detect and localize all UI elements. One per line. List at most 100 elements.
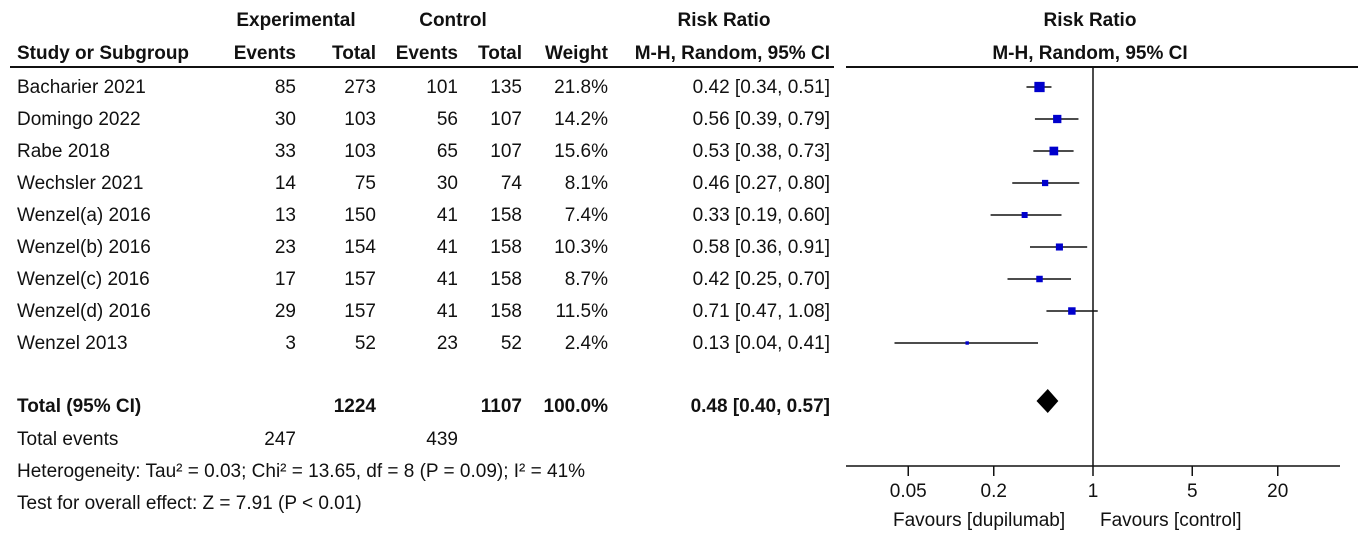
total-events-label: Total events bbox=[17, 429, 119, 450]
ctrl-total: 158 bbox=[490, 237, 522, 258]
x-tick-label: 0.2 bbox=[981, 481, 1007, 502]
study-name: Wenzel 2013 bbox=[17, 333, 128, 354]
study-weight: 8.7% bbox=[564, 269, 608, 290]
total-events-ctrl: 439 bbox=[426, 429, 458, 450]
ctrl-total: 74 bbox=[500, 173, 522, 194]
total-exp-total: 1224 bbox=[333, 396, 376, 417]
total-label: Total (95% CI) bbox=[17, 396, 142, 417]
ctrl-total: 158 bbox=[490, 301, 522, 322]
total-ci: 0.48 [0.40, 0.57] bbox=[690, 396, 830, 417]
header-underline-plot bbox=[846, 66, 1358, 68]
study-ci: 0.42 [0.34, 0.51] bbox=[692, 77, 830, 98]
favours-left-label: Favours [dupilumab] bbox=[893, 510, 1066, 531]
control-header: Control bbox=[419, 10, 487, 31]
study-column-header: Study or Subgroup bbox=[17, 43, 190, 64]
x-tick-label: 0.05 bbox=[890, 481, 927, 502]
ctrl-total: 107 bbox=[490, 141, 522, 162]
risk-ratio-plot-header: Risk Ratio bbox=[1043, 10, 1137, 31]
x-tick-label: 1 bbox=[1088, 481, 1099, 502]
x-tick-label: 5 bbox=[1187, 481, 1198, 502]
exp-total: 75 bbox=[354, 173, 376, 194]
study-ci: 0.53 [0.38, 0.73] bbox=[692, 141, 830, 162]
favours-right-label: Favours [control] bbox=[1100, 510, 1242, 531]
study-ci: 0.56 [0.39, 0.79] bbox=[692, 109, 830, 130]
ctrl-events: 30 bbox=[436, 173, 458, 194]
exp-events: 29 bbox=[274, 301, 296, 322]
study-ci: 0.71 [0.47, 1.08] bbox=[692, 301, 830, 322]
exp-events-header: Events bbox=[233, 43, 296, 64]
ctrl-total-header: Total bbox=[478, 43, 522, 64]
exp-total: 154 bbox=[344, 237, 376, 258]
total-ctrl-total: 1107 bbox=[480, 396, 522, 417]
exp-events: 85 bbox=[274, 77, 296, 98]
study-weight: 14.2% bbox=[554, 109, 608, 130]
exp-total: 52 bbox=[354, 333, 376, 354]
study-name: Wechsler 2021 bbox=[17, 173, 144, 194]
exp-total: 103 bbox=[344, 141, 376, 162]
study-weight: 15.6% bbox=[554, 141, 608, 162]
total-events-exp: 247 bbox=[264, 429, 296, 450]
exp-events: 17 bbox=[274, 269, 296, 290]
study-marker bbox=[1053, 114, 1062, 124]
heterogeneity-text: Heterogeneity: Tau² = 0.03; Chi² = 13.65… bbox=[17, 461, 586, 482]
study-marker bbox=[1068, 307, 1076, 315]
study-name: Wenzel(a) 2016 bbox=[17, 205, 151, 226]
study-weight: 10.3% bbox=[554, 237, 608, 258]
study-marker bbox=[1041, 179, 1049, 187]
study-weight: 21.8% bbox=[554, 77, 608, 98]
exp-events: 33 bbox=[274, 141, 296, 162]
ctrl-total: 107 bbox=[490, 109, 522, 130]
ctrl-total: 158 bbox=[490, 269, 522, 290]
study-marker bbox=[965, 341, 969, 345]
ctrl-total: 52 bbox=[500, 333, 522, 354]
ctrl-events: 41 bbox=[436, 301, 458, 322]
study-ci: 0.58 [0.36, 0.91] bbox=[692, 237, 830, 258]
ctrl-events: 41 bbox=[436, 269, 458, 290]
study-name: Bacharier 2021 bbox=[17, 77, 146, 98]
ctrl-events: 41 bbox=[436, 237, 458, 258]
header-underline-table bbox=[10, 66, 834, 68]
study-ci: 0.13 [0.04, 0.41] bbox=[692, 333, 830, 354]
study-ci: 0.46 [0.27, 0.80] bbox=[692, 173, 830, 194]
study-weight: 7.4% bbox=[564, 205, 608, 226]
risk-ratio-header: Risk Ratio bbox=[677, 10, 771, 31]
method-header: M-H, Random, 95% CI bbox=[634, 43, 830, 64]
method-plot-header: M-H, Random, 95% CI bbox=[992, 43, 1188, 64]
ctrl-events: 101 bbox=[426, 77, 458, 98]
pooled-diamond bbox=[1036, 389, 1059, 413]
exp-events: 23 bbox=[274, 237, 296, 258]
exp-events: 14 bbox=[274, 173, 296, 194]
ctrl-total: 158 bbox=[490, 205, 522, 226]
study-weight: 11.5% bbox=[555, 301, 608, 322]
study-marker bbox=[1034, 81, 1045, 93]
study-ci: 0.33 [0.19, 0.60] bbox=[692, 205, 830, 226]
x-tick-label: 20 bbox=[1267, 481, 1288, 502]
ctrl-total: 135 bbox=[490, 77, 522, 98]
ctrl-events: 41 bbox=[436, 205, 458, 226]
overall-effect-text: Test for overall effect: Z = 7.91 (P < 0… bbox=[17, 493, 362, 514]
exp-total: 150 bbox=[344, 205, 376, 226]
study-name: Domingo 2022 bbox=[17, 109, 141, 130]
study-marker bbox=[1036, 275, 1043, 283]
study-marker bbox=[1055, 243, 1063, 251]
exp-total: 157 bbox=[344, 269, 376, 290]
study-weight: 2.4% bbox=[564, 333, 608, 354]
exp-events: 13 bbox=[274, 205, 296, 226]
ctrl-events: 23 bbox=[436, 333, 458, 354]
exp-events: 30 bbox=[274, 109, 296, 130]
weight-header: Weight bbox=[545, 43, 608, 64]
study-marker bbox=[1021, 212, 1028, 218]
study-name: Wenzel(c) 2016 bbox=[17, 269, 150, 290]
exp-total: 273 bbox=[344, 77, 376, 98]
ctrl-events: 65 bbox=[436, 141, 458, 162]
study-name: Wenzel(d) 2016 bbox=[17, 301, 151, 322]
ctrl-events: 56 bbox=[436, 109, 458, 130]
study-marker bbox=[1049, 146, 1059, 156]
experimental-header: Experimental bbox=[236, 10, 356, 31]
ctrl-events-header: Events bbox=[395, 43, 458, 64]
total-weight: 100.0% bbox=[543, 396, 608, 417]
exp-total: 157 bbox=[344, 301, 376, 322]
study-name: Wenzel(b) 2016 bbox=[17, 237, 151, 258]
study-name: Rabe 2018 bbox=[17, 141, 110, 162]
